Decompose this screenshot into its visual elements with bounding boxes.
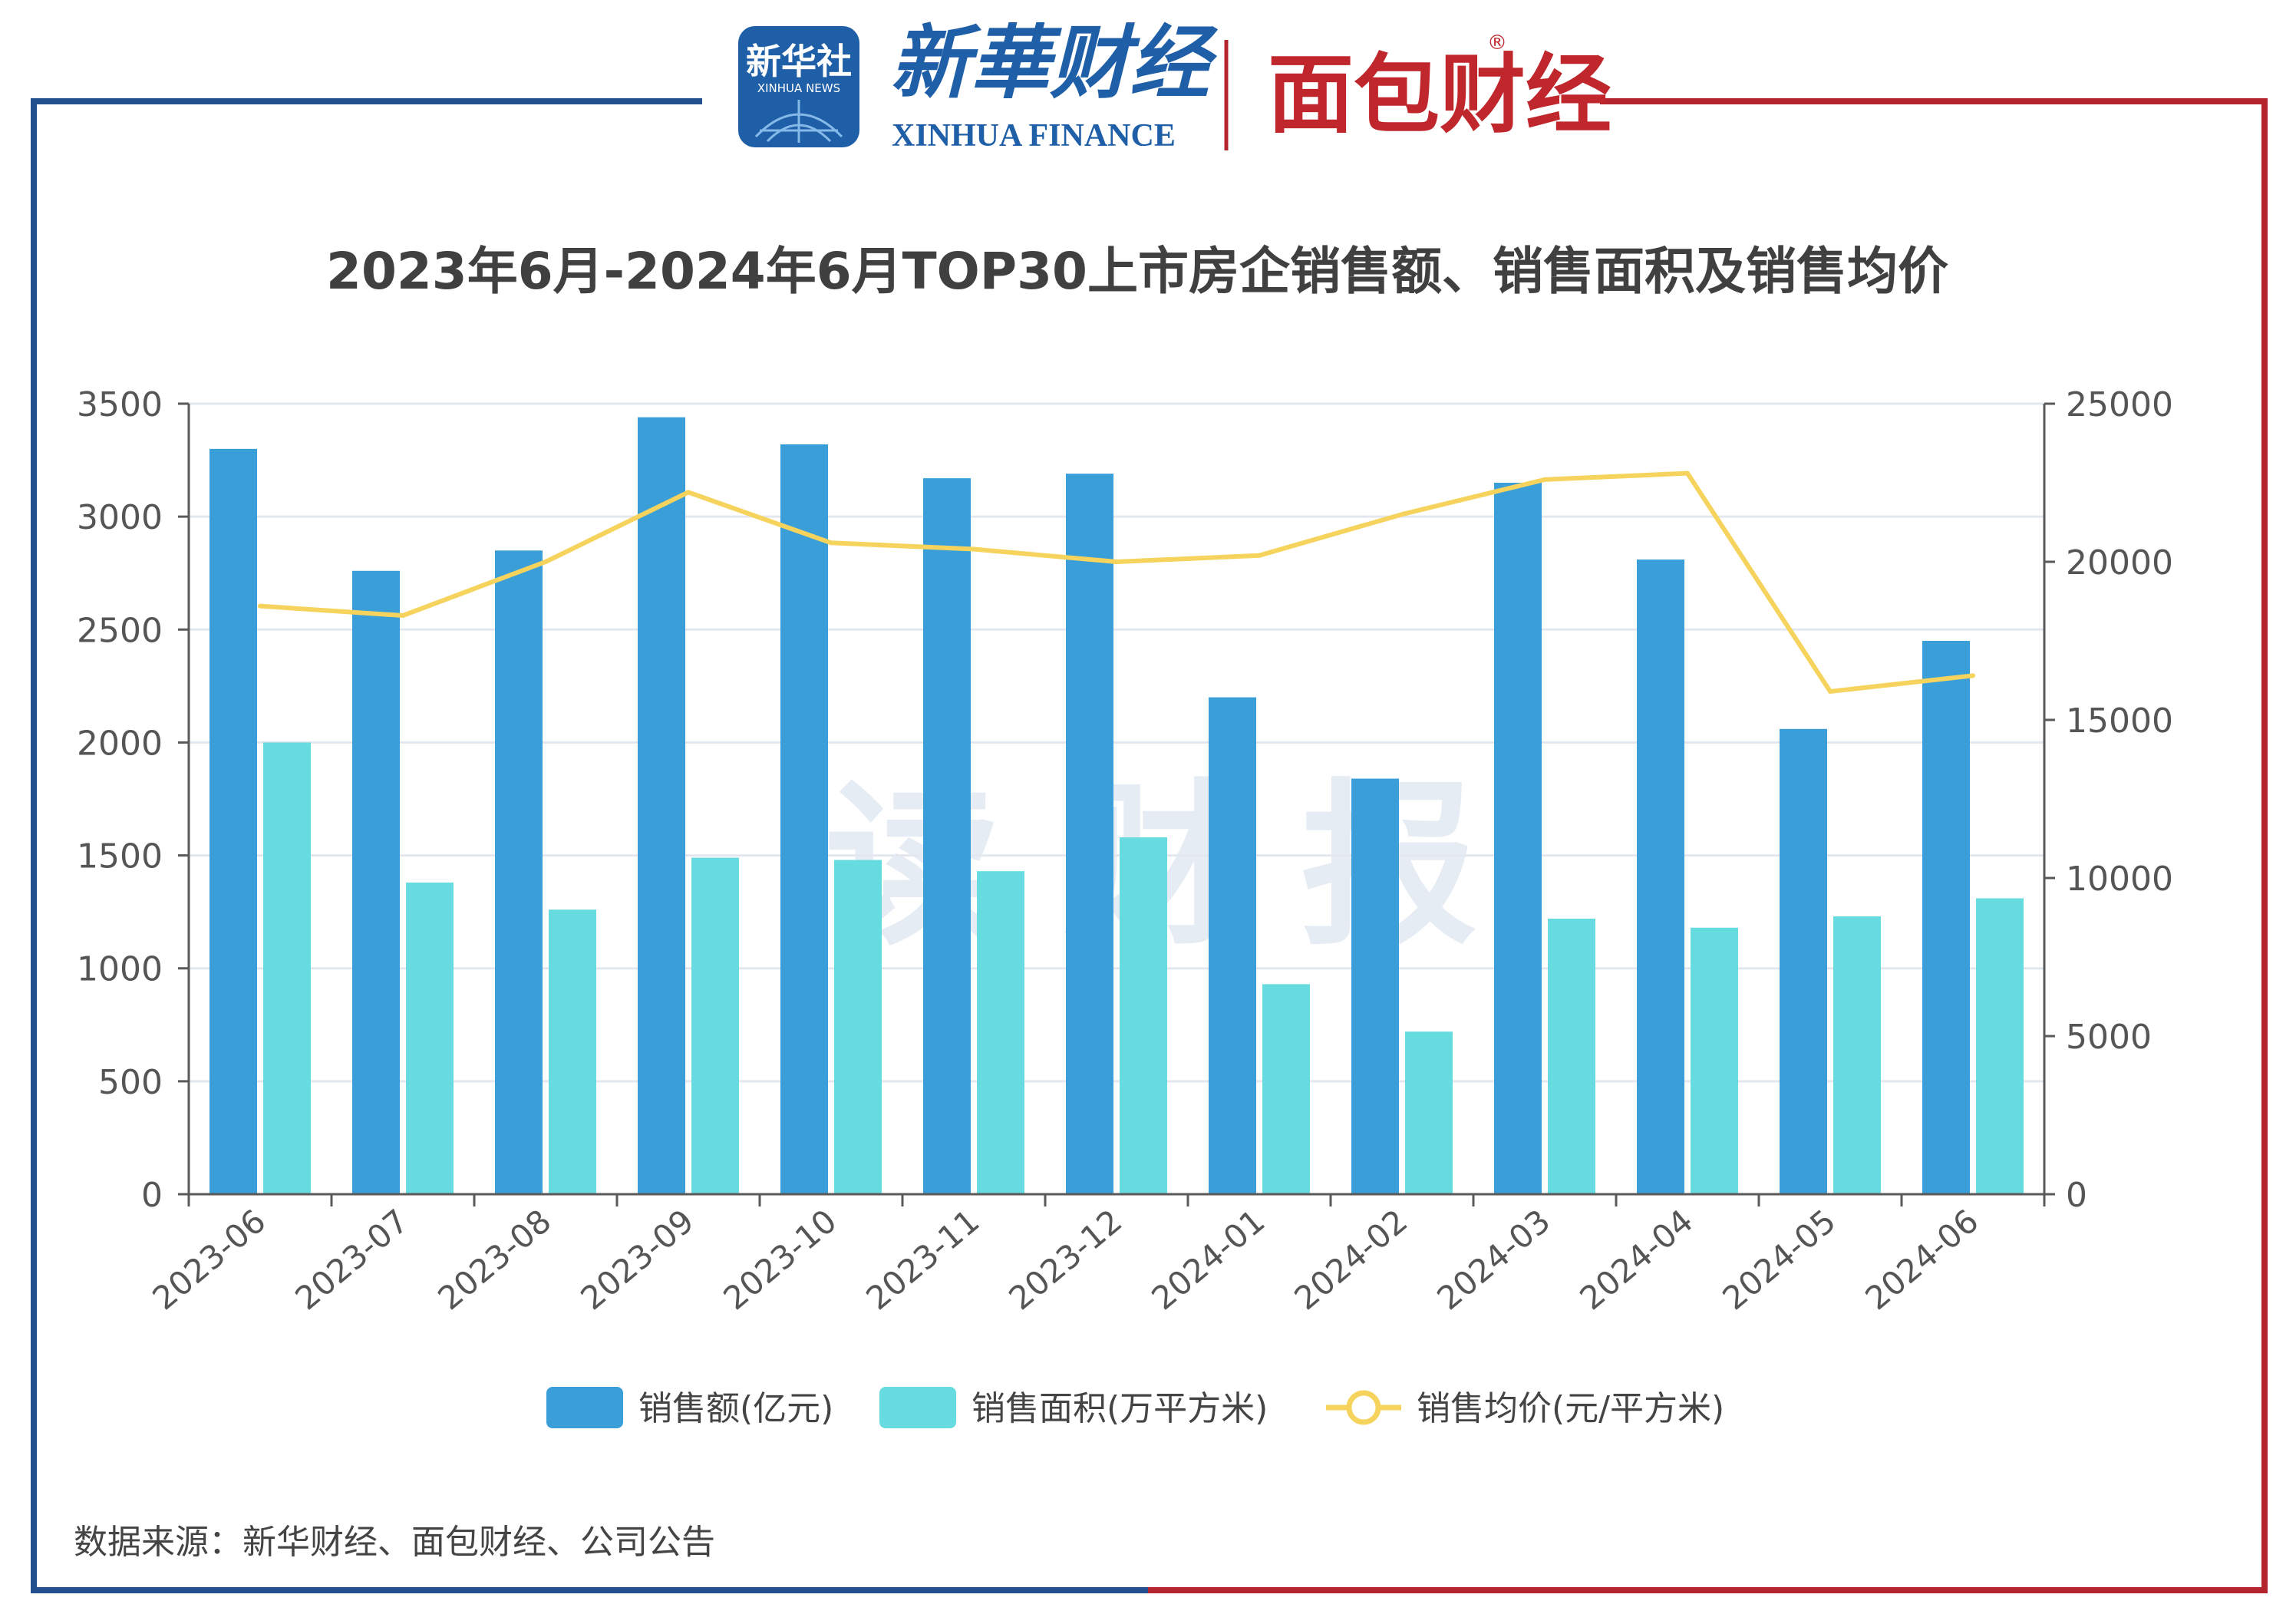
y2-tick-label: 0 — [2066, 1176, 2087, 1215]
x-tick-label: 2023-08 — [430, 1202, 558, 1317]
bar-amount — [495, 550, 543, 1194]
bar-amount — [1637, 559, 1684, 1194]
price-line — [258, 470, 1975, 694]
legend-swatch-amount — [546, 1387, 623, 1428]
x-tick-label: 2023-10 — [716, 1202, 843, 1317]
price-point — [543, 559, 548, 564]
price-point — [1828, 688, 1833, 694]
x-tick-label: 2023-07 — [288, 1202, 415, 1317]
bar-area — [406, 882, 454, 1194]
price-point — [1971, 673, 1975, 678]
xinhua-finance-cn: 新華财经 — [890, 15, 1219, 110]
bar-area — [1120, 837, 1167, 1194]
bar-area — [1691, 927, 1738, 1194]
bar-area — [977, 871, 1024, 1194]
bar-amount — [1209, 697, 1256, 1194]
y-tick-label: 2000 — [77, 724, 163, 763]
header-logos: 新华社 XINHUA NEWS 新華财经 XINHUA FINANCE 面包财经… — [738, 15, 1611, 153]
y-tick-label: 2500 — [77, 611, 163, 650]
price-point — [1257, 553, 1262, 558]
y-tick-label: 3000 — [77, 498, 163, 537]
price-point — [829, 540, 833, 546]
price-point — [401, 613, 405, 619]
y2-tick-label: 5000 — [2066, 1018, 2152, 1057]
bar-area — [1262, 984, 1310, 1194]
bar-amount — [780, 444, 828, 1194]
legend-label-area: 销售面积(万平方米) — [972, 1389, 1268, 1428]
y2-tick-label: 25000 — [2066, 385, 2173, 424]
bar-amount — [1066, 474, 1113, 1194]
y2-tick-label: 20000 — [2066, 543, 2173, 583]
y-tick-label: 500 — [98, 1063, 163, 1102]
bar-area — [1405, 1032, 1453, 1194]
frame — [31, 98, 2268, 1593]
y2-tick-label: 15000 — [2066, 701, 2173, 741]
mianbao-logo: 面包财经 — [1268, 45, 1611, 145]
legend-swatch-area — [879, 1387, 956, 1428]
legend-marker-price — [1346, 1390, 1381, 1425]
legend-item-area[interactable]: 销售面积(万平方米) — [879, 1387, 1268, 1428]
price-point — [258, 603, 262, 609]
grid — [189, 402, 2044, 1083]
x-tick-label: 2024-05 — [1715, 1202, 1842, 1317]
price-point — [1114, 559, 1119, 564]
bar-amount — [1494, 483, 1542, 1194]
y-tick-label: 0 — [141, 1176, 163, 1215]
bar-area — [691, 857, 739, 1194]
x-tick-label: 2024-04 — [1572, 1202, 1700, 1317]
x-tick-label: 2023-09 — [573, 1202, 701, 1317]
bar-amount — [352, 570, 400, 1194]
bar-area — [1833, 916, 1881, 1194]
bar-area — [1976, 898, 2024, 1194]
legend-label-amount: 销售额(亿元) — [638, 1389, 833, 1428]
price-point — [972, 546, 976, 552]
xinhua-badge-text: 新华社 — [746, 41, 852, 82]
x-tick-label: 2023-11 — [859, 1202, 986, 1317]
x-tick-label: 2023-12 — [1001, 1202, 1129, 1317]
legend-label-price: 销售均价(元/平方米) — [1417, 1389, 1724, 1428]
x-tick-label: 2024-01 — [1144, 1202, 1272, 1317]
y-tick-label: 3500 — [77, 385, 163, 424]
legend: 销售额(亿元) 销售面积(万平方米) 销售均价(元/平方米) — [546, 1387, 1724, 1428]
xinhua-finance-en: XINHUA FINANCE — [892, 118, 1176, 153]
bar-area — [549, 909, 596, 1194]
bar-amount — [1351, 778, 1399, 1194]
x-tick-label: 2023-06 — [145, 1202, 272, 1317]
chart-title: 2023年6月-2024年6月TOP30上市房企销售额、销售面积及销售均价 — [326, 242, 1948, 301]
xinhua-badge-sub: XINHUA NEWS — [757, 81, 840, 95]
bars — [209, 417, 2024, 1194]
bar-amount — [1780, 728, 1827, 1194]
bar-area — [263, 742, 311, 1194]
y-tick-label: 1000 — [77, 950, 163, 989]
x-tick-label: 2024-06 — [1858, 1202, 1985, 1317]
y2-tick-label: 10000 — [2066, 860, 2173, 899]
legend-item-price[interactable]: 销售均价(元/平方米) — [1326, 1389, 1724, 1428]
price-point — [1685, 470, 1690, 476]
legend-item-amount[interactable]: 销售额(亿元) — [546, 1387, 833, 1428]
bar-area — [834, 860, 882, 1194]
x-tick-label: 2024-03 — [1430, 1202, 1557, 1317]
xinhua-globe-icon — [754, 100, 843, 143]
bar-amount — [923, 478, 971, 1194]
bar-area — [1548, 918, 1595, 1194]
bar-amount — [1922, 641, 1970, 1194]
price-point — [1400, 512, 1404, 517]
source-note: 数据来源：新华财经、面包财经、公司公告 — [74, 1523, 715, 1562]
price-point — [686, 490, 691, 495]
registered-mark: ® — [1487, 31, 1507, 54]
x-tick-label: 2024-02 — [1287, 1202, 1414, 1317]
xinhua-badge — [738, 26, 859, 147]
y-tick-label: 1500 — [77, 837, 163, 876]
bar-amount — [209, 448, 257, 1194]
price-point — [1542, 477, 1547, 482]
bar-amount — [638, 417, 685, 1194]
